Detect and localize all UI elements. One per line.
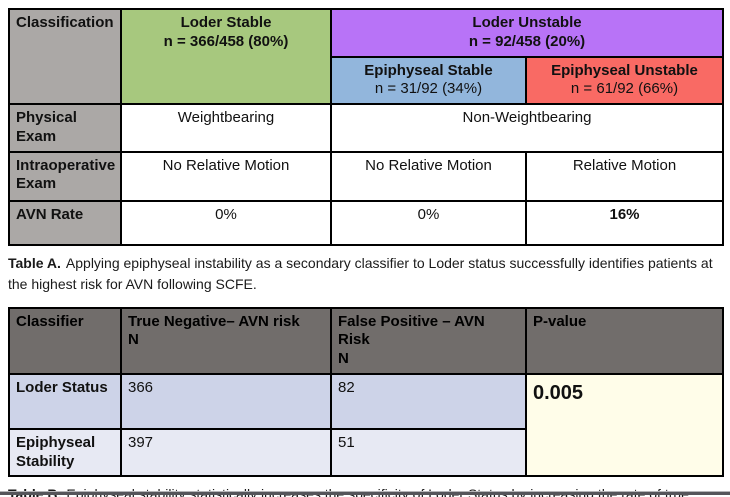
intraoperative-exam-loder-stable-value: No Relative Motion [120, 150, 332, 202]
table-b-header-false-positive: False Positive – AVN Risk N [330, 306, 527, 375]
intraoperative-exam-row-header: Intraoperative Exam [8, 150, 122, 202]
epiphyseal-unstable-n: n = 61/92 (66%) [570, 80, 679, 98]
table-a-classification-header: Classification [8, 8, 122, 105]
epiphyseal-stability-true-negative-value: 397 [120, 427, 332, 478]
p-value-number: 0.005 [533, 381, 584, 404]
table-b-header-classifier: Classifier [8, 306, 122, 375]
physical-exam-loder-unstable-value: Non-Weightbearing [329, 103, 725, 153]
table-a-caption-label: Table A. [8, 254, 61, 271]
true-negative-header-line1: True Negative– AVN risk [128, 312, 300, 330]
loder-status-row-label: Loder Status [8, 372, 122, 430]
loder-status-true-negative-value: 366 [120, 372, 332, 430]
loder-unstable-n: n = 92/458 (20%) [468, 32, 586, 50]
loder-status-false-positive-value: 82 [330, 372, 527, 430]
table-a-loder-unstable-cell: Loder Unstable n = 92/458 (20%) [329, 8, 725, 58]
table-a-epiphyseal-stable-cell: Epiphyseal Stable n = 31/92 (34%) [330, 55, 527, 105]
epiphyseal-stable-n: n = 31/92 (34%) [374, 80, 483, 98]
table-b-header-p-value: P-value [525, 306, 724, 375]
bottom-divider [0, 491, 730, 495]
loder-stable-n: n = 366/458 (80%) [163, 32, 289, 50]
avn-rate-epiphyseal-stable-value: 0% [330, 199, 527, 246]
intraoperative-exam-epiphyseal-stable-value: No Relative Motion [330, 150, 527, 202]
loder-stable-title: Loder Stable [180, 14, 272, 31]
table-a-caption-text: Applying epiphyseal instability as a sec… [8, 254, 713, 292]
physical-exam-row-header: Physical Exam [8, 103, 122, 153]
intraoperative-exam-epiphyseal-unstable-value: Relative Motion [524, 150, 725, 202]
table-a-epiphyseal-unstable-cell: Epiphyseal Unstable n = 61/92 (66%) [524, 55, 725, 105]
false-positive-header-line1: False Positive – AVN Risk [338, 312, 485, 349]
epiphyseal-unstable-title: Epiphyseal Unstable [551, 61, 698, 79]
table-a: Classification Loder Stable n = 366/458 … [8, 8, 725, 246]
loder-unstable-title: Loder Unstable [472, 14, 582, 31]
table-a-caption: Table A. Applying epiphyseal instability … [8, 253, 722, 295]
table-a-loder-stable-cell: Loder Stable n = 366/458 (80%) [120, 8, 332, 105]
avn-rate-loder-stable-value: 0% [120, 199, 332, 246]
physical-exam-loder-stable-value: Weightbearing [120, 103, 332, 153]
epiphyseal-stable-title: Epiphyseal Stable [364, 61, 493, 79]
table-b: Classifier True Negative– AVN risk N Fal… [8, 306, 724, 478]
avn-rate-row-header: AVN Rate [8, 199, 122, 246]
epiphyseal-stability-false-positive-value: 51 [330, 427, 527, 478]
false-positive-header-line2: N [338, 350, 349, 367]
true-negative-header-line2: N [128, 331, 139, 349]
avn-rate-epiphyseal-unstable-value: 16% [524, 199, 725, 246]
p-value-cell: 0.005 [525, 372, 724, 478]
table-b-header-true-negative: True Negative– AVN risk N [120, 306, 332, 375]
epiphyseal-stability-row-label: Epiphyseal Stability [8, 427, 122, 478]
